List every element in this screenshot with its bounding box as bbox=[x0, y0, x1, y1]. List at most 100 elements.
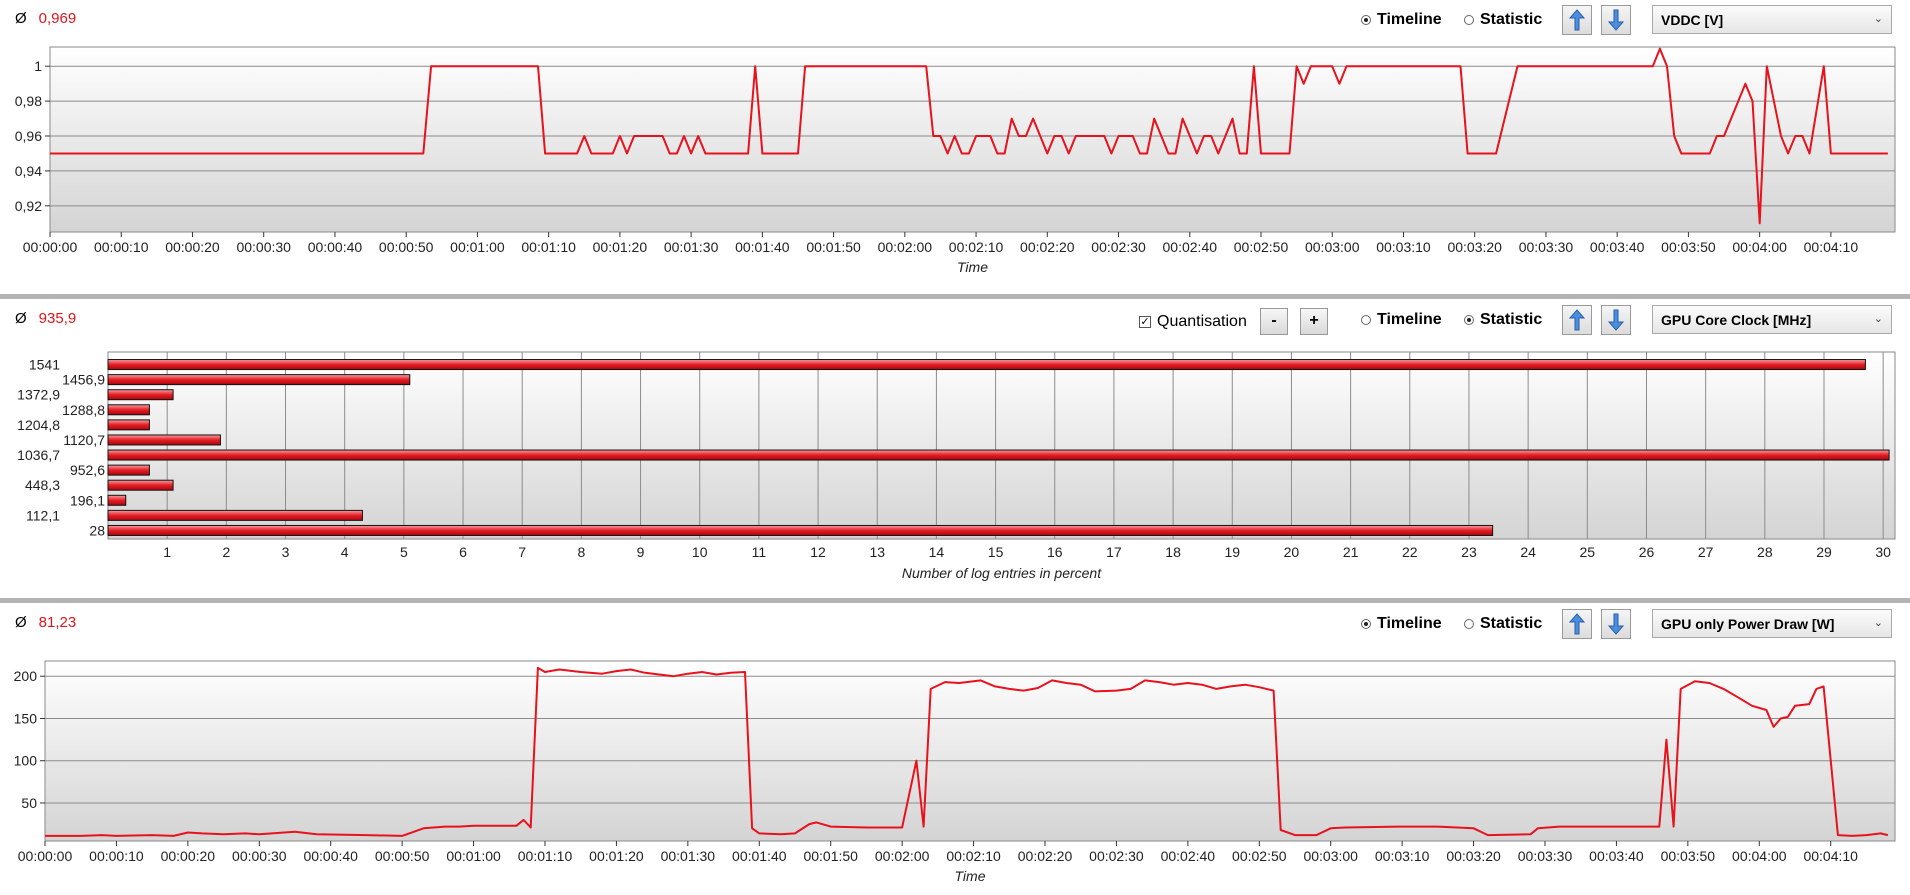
x-tick-label: 1 bbox=[163, 544, 171, 560]
y-tick-label: 0,96 bbox=[15, 128, 42, 144]
category-label: 112,1 bbox=[26, 507, 60, 523]
x-tick-label: 9 bbox=[637, 544, 645, 560]
x-tick-label: 00:01:30 bbox=[664, 239, 719, 255]
category-label: 1036,7 bbox=[17, 447, 60, 463]
x-tick-label: 00:02:40 bbox=[1163, 239, 1218, 255]
sensor-select[interactable]: GPU only Power Draw [W] ⌄ bbox=[1652, 609, 1892, 638]
move-up-button[interactable] bbox=[1562, 5, 1592, 35]
bar bbox=[107, 359, 1866, 371]
x-tick-label: 16 bbox=[1047, 544, 1063, 560]
x-tick-label: 20 bbox=[1284, 544, 1300, 560]
bar bbox=[107, 449, 1890, 461]
average-readout: Ø 81,23 bbox=[15, 614, 77, 631]
x-tick-label: 00:00:50 bbox=[375, 848, 430, 864]
arrow-down-icon bbox=[1607, 613, 1625, 635]
x-tick-label: 00:01:40 bbox=[732, 848, 787, 864]
x-tick-label: 00:03:30 bbox=[1518, 848, 1573, 864]
timeline-radio[interactable]: Timeline bbox=[1361, 311, 1442, 329]
gpu-clock-bar-chart: 1 2 3 4 5 6 7 8 9 10 11 12 13 14 15 16 17 18 19 20 21 22 23 24 2… bbox=[17, 351, 1896, 581]
x-tick-label: 00:00:20 bbox=[161, 848, 216, 864]
x-tick-label: 00:03:00 bbox=[1303, 848, 1358, 864]
x-tick-label: 00:00:10 bbox=[89, 848, 144, 864]
x-tick-label: 00:03:50 bbox=[1661, 848, 1716, 864]
statistic-radio[interactable]: Statistic bbox=[1464, 11, 1542, 29]
quantisation-minus-button[interactable]: - bbox=[1260, 308, 1288, 335]
x-tick-label: 00:00:50 bbox=[379, 239, 434, 255]
sensor-select[interactable]: GPU Core Clock [MHz] ⌄ bbox=[1652, 305, 1892, 334]
x-tick-label: 00:01:20 bbox=[593, 239, 648, 255]
x-axis-label: Number of log entries in percent bbox=[902, 565, 1102, 581]
panel-separator[interactable] bbox=[0, 598, 1910, 603]
bar bbox=[107, 389, 174, 401]
x-tick-label: 00:00:40 bbox=[303, 848, 358, 864]
x-tick-label: 00:03:00 bbox=[1305, 239, 1360, 255]
x-tick-label: 21 bbox=[1343, 544, 1359, 560]
bar bbox=[107, 479, 174, 491]
x-tick-label: 00:01:40 bbox=[735, 239, 790, 255]
x-tick-label: 00:04:00 bbox=[1732, 848, 1787, 864]
x-tick-label: 00:03:40 bbox=[1589, 848, 1644, 864]
quantisation-checkbox[interactable]: ✓ Quantisation bbox=[1139, 313, 1247, 330]
x-tick-label: 00:01:10 bbox=[518, 848, 573, 864]
x-tick-label: 27 bbox=[1698, 544, 1714, 560]
bar bbox=[107, 464, 150, 476]
y-tick-label: 150 bbox=[14, 710, 38, 726]
y-tick-label: 0,92 bbox=[15, 198, 42, 214]
x-tick-label: 00:01:50 bbox=[803, 848, 858, 864]
move-down-button[interactable] bbox=[1601, 5, 1631, 35]
x-tick-label: 00:01:10 bbox=[521, 239, 576, 255]
bar bbox=[107, 374, 411, 386]
plot-area bbox=[44, 660, 1896, 842]
x-tick-label: 13 bbox=[869, 544, 885, 560]
chevron-down-icon: ⌄ bbox=[1873, 617, 1883, 629]
x-tick-label: 00:01:50 bbox=[806, 239, 861, 255]
quantisation-plus-button[interactable]: + bbox=[1300, 308, 1328, 335]
sensor-select[interactable]: VDDC [V] ⌄ bbox=[1652, 5, 1892, 34]
x-tick-label: 29 bbox=[1816, 544, 1832, 560]
x-tick-label: 00:03:30 bbox=[1519, 239, 1574, 255]
category-label: 952,6 bbox=[70, 462, 105, 478]
radio-dot bbox=[1464, 15, 1474, 25]
x-tick-label: 19 bbox=[1224, 544, 1240, 560]
vddc-line-chart: 1 0,98 0,96 0,94 0,92 00:00:00 00:00:10 00:00:2… bbox=[15, 46, 1896, 275]
timeline-radio[interactable]: Timeline bbox=[1361, 11, 1442, 29]
move-up-button[interactable] bbox=[1562, 609, 1592, 639]
x-tick-label: 15 bbox=[988, 544, 1004, 560]
y-tick-label: 0,98 bbox=[15, 93, 42, 109]
bar bbox=[107, 434, 221, 446]
x-tick-label: 00:02:10 bbox=[949, 239, 1004, 255]
x-tick-label: 00:02:00 bbox=[875, 848, 930, 864]
move-down-button[interactable] bbox=[1601, 609, 1631, 639]
x-tick-label: 00:03:50 bbox=[1661, 239, 1716, 255]
x-tick-label: 00:03:20 bbox=[1446, 848, 1501, 864]
chevron-down-icon: ⌄ bbox=[1873, 13, 1883, 25]
radio-dot bbox=[1464, 315, 1474, 325]
bar bbox=[107, 509, 363, 521]
x-tick-label: 00:02:00 bbox=[878, 239, 933, 255]
x-tick-label: 00:03:10 bbox=[1376, 239, 1431, 255]
x-tick-label: 00:01:20 bbox=[589, 848, 644, 864]
radio-dot bbox=[1361, 315, 1371, 325]
x-tick-label: 5 bbox=[400, 544, 408, 560]
y-tick-label: 1 bbox=[34, 58, 42, 74]
plot-area bbox=[49, 46, 1896, 233]
series-line bbox=[50, 47, 1888, 225]
y-tick-label: 100 bbox=[14, 753, 38, 769]
x-tick-label: 8 bbox=[577, 544, 585, 560]
x-tick-label: 3 bbox=[282, 544, 290, 560]
bar bbox=[107, 494, 127, 506]
statistic-radio[interactable]: Statistic bbox=[1464, 311, 1542, 329]
x-tick-label: 00:01:00 bbox=[446, 848, 501, 864]
category-label: 1288,8 bbox=[62, 402, 105, 418]
move-down-button[interactable] bbox=[1601, 305, 1631, 335]
x-tick-label: 00:02:40 bbox=[1161, 848, 1216, 864]
panel-separator[interactable] bbox=[0, 294, 1910, 299]
series-line bbox=[45, 666, 1889, 837]
x-tick-label: 4 bbox=[341, 544, 349, 560]
move-up-button[interactable] bbox=[1562, 305, 1592, 335]
arrow-up-icon bbox=[1568, 309, 1586, 331]
x-tick-label: 00:02:10 bbox=[946, 848, 1001, 864]
timeline-radio[interactable]: Timeline bbox=[1361, 615, 1442, 633]
statistic-radio[interactable]: Statistic bbox=[1464, 615, 1542, 633]
chevron-down-icon: ⌄ bbox=[1873, 313, 1883, 325]
